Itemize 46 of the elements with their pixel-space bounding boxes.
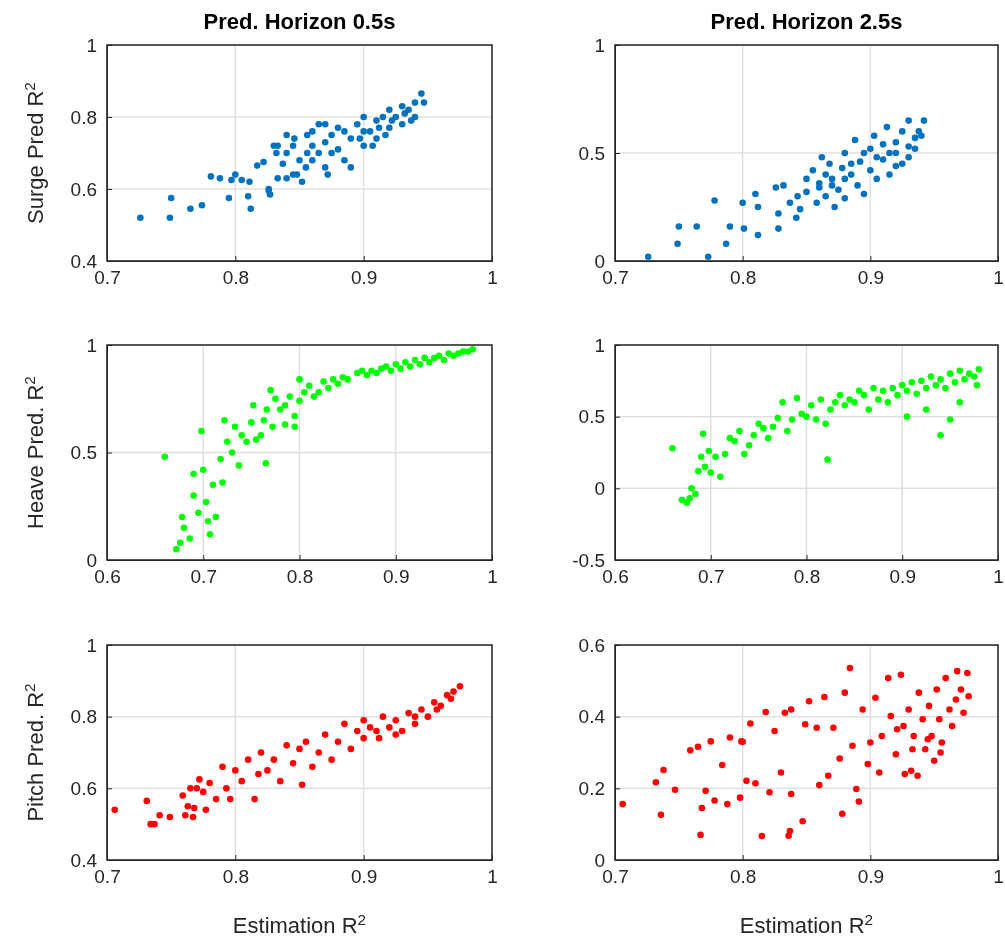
x-axis-title: Estimation R$^{2}$ — [739, 910, 874, 938]
x-tick-label: 0.9 — [857, 267, 885, 289]
y-tick-label: 0.5 — [578, 406, 605, 428]
x-tick-label: 0.8 — [793, 566, 821, 588]
x-tick-label: 1 — [487, 267, 498, 289]
x-tick-label: 0.8 — [286, 566, 314, 588]
y-tick-label: 0.5 — [70, 442, 97, 464]
x-tick-label: 0.8 — [222, 267, 250, 289]
y-tick-label: 1 — [86, 334, 97, 356]
y-tick-label: 0 — [594, 477, 605, 499]
x-tick-label: 1 — [993, 566, 1004, 588]
x-tick-label: 1 — [993, 866, 1004, 888]
x-tick-label: 0.9 — [350, 866, 378, 888]
x-tick-label: 0.8 — [729, 866, 757, 888]
x-axis-title: Estimation R$^{2}$ — [232, 910, 367, 938]
y-tick-label: 1 — [594, 334, 605, 356]
x-tick-label: 0.8 — [222, 866, 250, 888]
y-tick-label: 1 — [86, 34, 97, 56]
y-tick-label: 1 — [86, 634, 97, 656]
x-tick-label: 0.8 — [729, 267, 757, 289]
y-tick-label: 0 — [594, 250, 605, 272]
y-tick-label: 0.6 — [70, 777, 97, 799]
y-tick-label: 0.8 — [70, 706, 97, 728]
chart-title: Pred. Horizon 0.5s — [203, 9, 396, 34]
x-tick-label: 0.7 — [190, 566, 217, 588]
y-tick-label: 0.6 — [70, 178, 97, 200]
x-tick-label: 0.9 — [383, 566, 410, 588]
chart-title: Pred. Horizon 2.5s — [710, 9, 903, 34]
y-tick-label: 0 — [86, 549, 97, 571]
x-tick-label: 1 — [487, 566, 498, 588]
x-tick-label: 0.7 — [602, 267, 629, 289]
y-tick-label: 0.5 — [578, 142, 605, 164]
y-tick-label: -0.5 — [572, 549, 605, 571]
y-tick-label: 0.4 — [578, 706, 606, 728]
x-tick-label: 1 — [487, 866, 498, 888]
y-tick-label: 0.8 — [70, 106, 97, 128]
y-tick-label: 1 — [594, 34, 605, 56]
y-tick-label: 0.2 — [578, 777, 605, 799]
x-tick-label: 0.7 — [698, 566, 725, 588]
y-tick-label: 0 — [594, 849, 605, 871]
y-tick-label: 0.6 — [578, 634, 605, 656]
x-tick-label: 0.7 — [602, 866, 629, 888]
x-tick-label: 0.9 — [857, 866, 885, 888]
x-tick-label: 1 — [993, 267, 1004, 289]
x-tick-label: 0.9 — [350, 267, 378, 289]
x-tick-label: 0.9 — [889, 566, 916, 588]
